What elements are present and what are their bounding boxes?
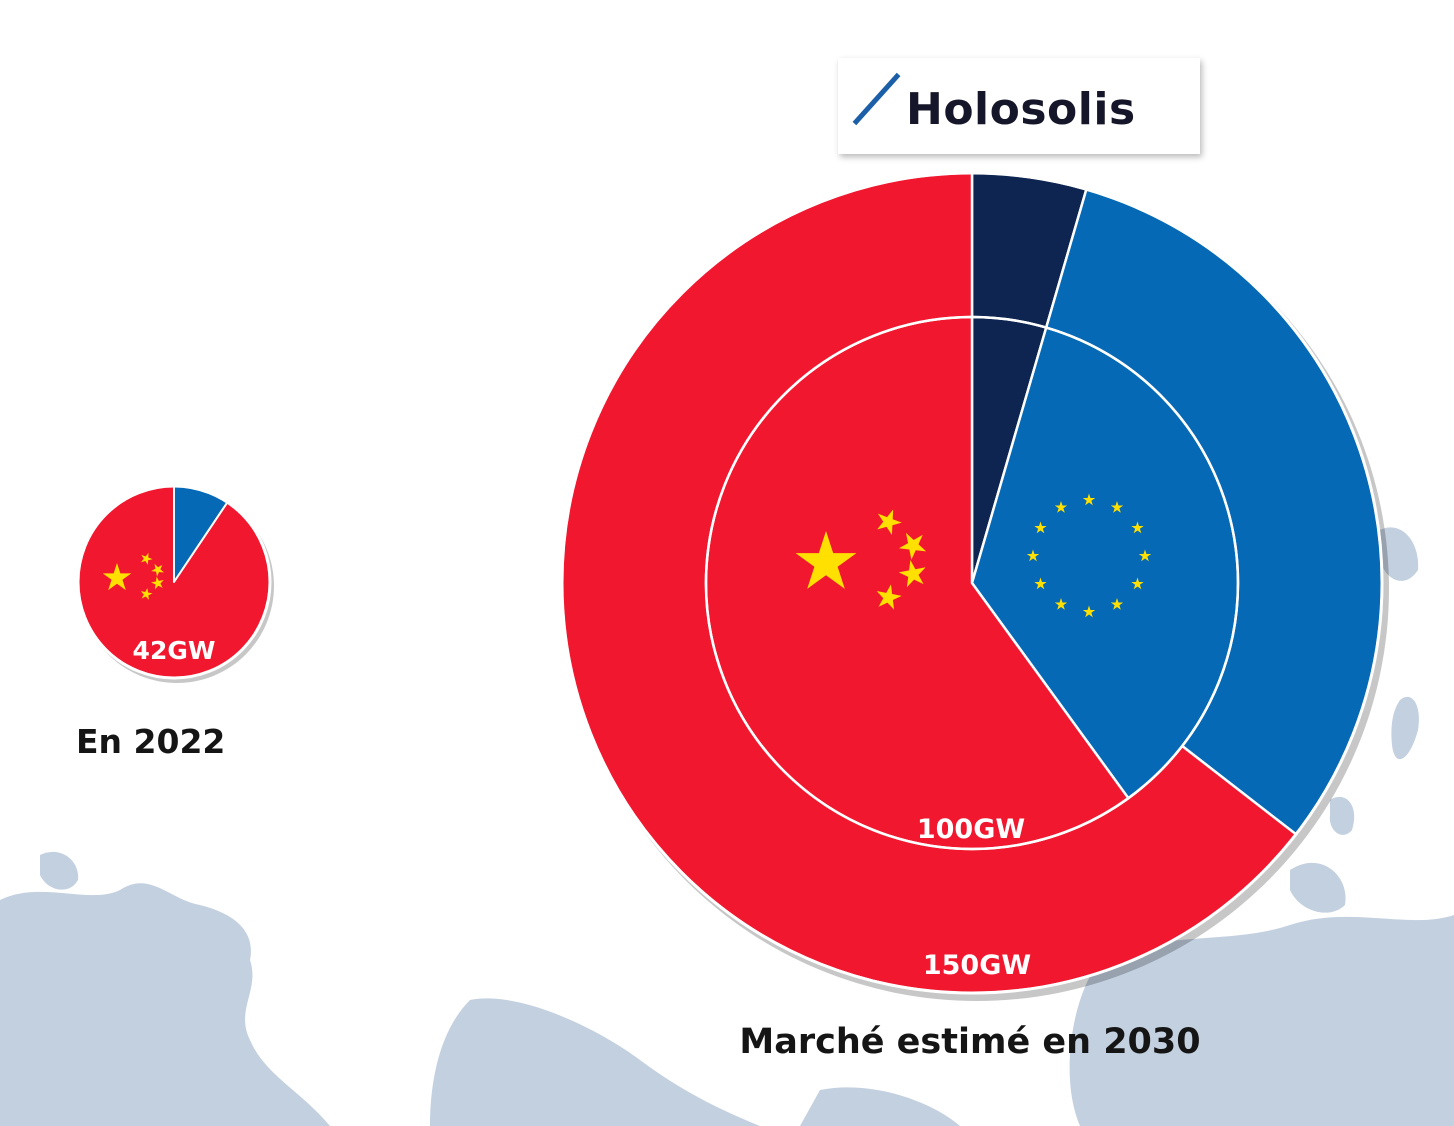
eu-star <box>1110 598 1124 610</box>
donut-chart-2030: 100GW 150GW <box>560 171 1389 1001</box>
pie-2022-china-small-star <box>151 563 164 577</box>
map-landmass <box>1069 915 1454 1126</box>
donut-2030-inner-rim <box>704 315 1240 851</box>
donut-2030-outer-rim <box>560 171 1384 995</box>
pie-2022-rim <box>76 484 272 680</box>
donut-2030-china-small-star <box>898 560 926 588</box>
donut-2030-china-small-star <box>877 509 902 535</box>
caption-2030: Marché estimé en 2030 <box>739 1022 1201 1062</box>
map-landmass <box>1290 862 1346 913</box>
eu-star <box>1054 598 1068 610</box>
logo-text: Holosolis <box>906 84 1136 135</box>
caption-2022: En 2022 <box>76 722 226 761</box>
donut-2030-inner-total-label: 100GW <box>917 814 1025 845</box>
eu-star <box>1082 605 1096 618</box>
pie-chart-2022: 42GW <box>76 484 274 683</box>
pie-2022-total-label: 42GW <box>133 636 216 665</box>
map-landmass <box>800 1087 960 1126</box>
map-landmass <box>1380 527 1419 581</box>
map-landmass <box>1329 796 1355 835</box>
map-landmass <box>40 851 79 890</box>
background-map <box>0 527 1454 1126</box>
pie-2022-china-small-star <box>140 588 153 600</box>
donut-2030-china-small-star <box>898 532 927 560</box>
eu-star <box>1034 577 1047 590</box>
map-landmass <box>150 902 197 949</box>
eu-star <box>1026 549 1040 562</box>
map-landmass <box>0 883 330 1126</box>
eu-star <box>1034 521 1047 534</box>
logo-slash-mark <box>852 72 901 126</box>
eu-star <box>1082 493 1096 506</box>
eu-star <box>1054 501 1068 513</box>
pie-2022-china-big-star <box>102 563 132 591</box>
eu-star <box>1131 521 1144 534</box>
map-landmass <box>1391 696 1419 760</box>
eu-star <box>1138 549 1152 562</box>
pie-2022-china-small-star <box>140 552 153 565</box>
donut-2030-china-big-star <box>795 531 857 589</box>
donut-2030-china-small-star <box>876 584 902 610</box>
eu-star <box>1110 501 1124 513</box>
donut-2030-outer-total-label: 150GW <box>923 950 1031 981</box>
holosolis-logo: Holosolis <box>838 58 1200 154</box>
eu-star <box>1131 577 1144 590</box>
map-landmass <box>430 998 760 1126</box>
pie-2022-china-small-star <box>151 576 164 590</box>
